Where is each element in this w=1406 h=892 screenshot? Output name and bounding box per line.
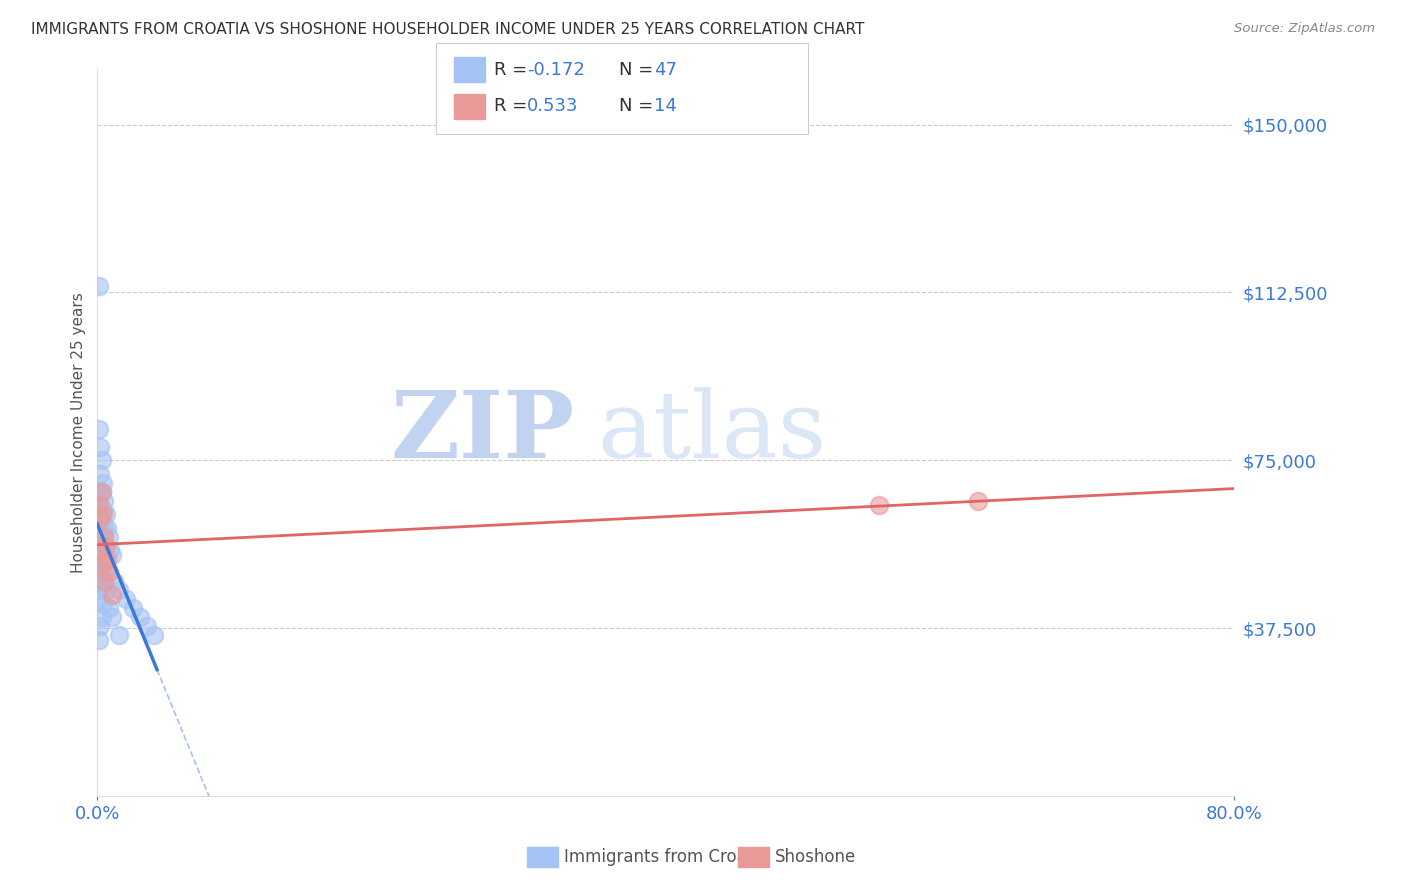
Text: 47: 47	[654, 61, 676, 78]
Point	[868, 498, 890, 512]
Point	[87, 422, 110, 436]
Point	[103, 574, 125, 589]
Point	[967, 493, 990, 508]
Point	[87, 530, 110, 544]
Point	[90, 530, 112, 544]
Point	[89, 498, 111, 512]
Point	[90, 610, 112, 624]
Point	[91, 508, 114, 522]
Point	[93, 574, 115, 589]
Text: R =: R =	[494, 97, 533, 115]
Point	[90, 543, 112, 558]
Point	[91, 475, 114, 490]
Point	[98, 543, 121, 558]
Point	[89, 467, 111, 481]
Point	[93, 530, 115, 544]
Text: N =: N =	[619, 61, 658, 78]
Point	[90, 508, 112, 522]
Point	[87, 557, 110, 571]
Point	[100, 610, 122, 624]
Point	[107, 583, 129, 598]
Point	[129, 610, 152, 624]
Point	[89, 619, 111, 633]
Point	[89, 440, 111, 454]
Text: N =: N =	[619, 97, 658, 115]
Point	[91, 534, 114, 549]
Point	[93, 557, 115, 571]
Point	[114, 592, 136, 607]
Point	[90, 484, 112, 499]
Point	[94, 539, 117, 553]
Point	[87, 498, 110, 512]
Point	[91, 557, 114, 571]
Point	[87, 512, 110, 526]
Point	[90, 484, 112, 499]
Text: Source: ZipAtlas.com: Source: ZipAtlas.com	[1234, 22, 1375, 36]
Point	[90, 453, 112, 467]
Point	[97, 530, 120, 544]
Text: IMMIGRANTS FROM CROATIA VS SHOSHONE HOUSEHOLDER INCOME UNDER 25 YEARS CORRELATIO: IMMIGRANTS FROM CROATIA VS SHOSHONE HOUS…	[31, 22, 865, 37]
Text: atlas: atlas	[598, 387, 827, 477]
Point	[91, 597, 114, 611]
Text: 14: 14	[654, 97, 676, 115]
Point	[94, 508, 117, 522]
Point	[136, 619, 159, 633]
Text: ZIP: ZIP	[391, 387, 575, 477]
Point	[96, 583, 118, 598]
Point	[93, 521, 115, 535]
Point	[96, 521, 118, 535]
Point	[87, 583, 110, 598]
Point	[87, 278, 110, 293]
Point	[100, 588, 122, 602]
Point	[91, 502, 114, 516]
Point	[90, 574, 112, 589]
Point	[100, 548, 122, 562]
Point	[97, 601, 120, 615]
Point	[89, 592, 111, 607]
Point	[89, 512, 111, 526]
Y-axis label: Householder Income Under 25 years: Householder Income Under 25 years	[72, 292, 86, 573]
Text: Immigrants from Croatia: Immigrants from Croatia	[564, 848, 768, 866]
Text: -0.172: -0.172	[527, 61, 585, 78]
Point	[87, 484, 110, 499]
Point	[89, 566, 111, 580]
Point	[143, 628, 166, 642]
Text: R =: R =	[494, 61, 533, 78]
Text: 0.533: 0.533	[527, 97, 579, 115]
Point	[94, 566, 117, 580]
Point	[97, 566, 120, 580]
Point	[89, 539, 111, 553]
Point	[122, 601, 145, 615]
Text: Shoshone: Shoshone	[775, 848, 856, 866]
Point	[96, 552, 118, 566]
Point	[89, 521, 111, 535]
Point	[107, 628, 129, 642]
Point	[90, 548, 112, 562]
Point	[93, 493, 115, 508]
Point	[87, 632, 110, 647]
